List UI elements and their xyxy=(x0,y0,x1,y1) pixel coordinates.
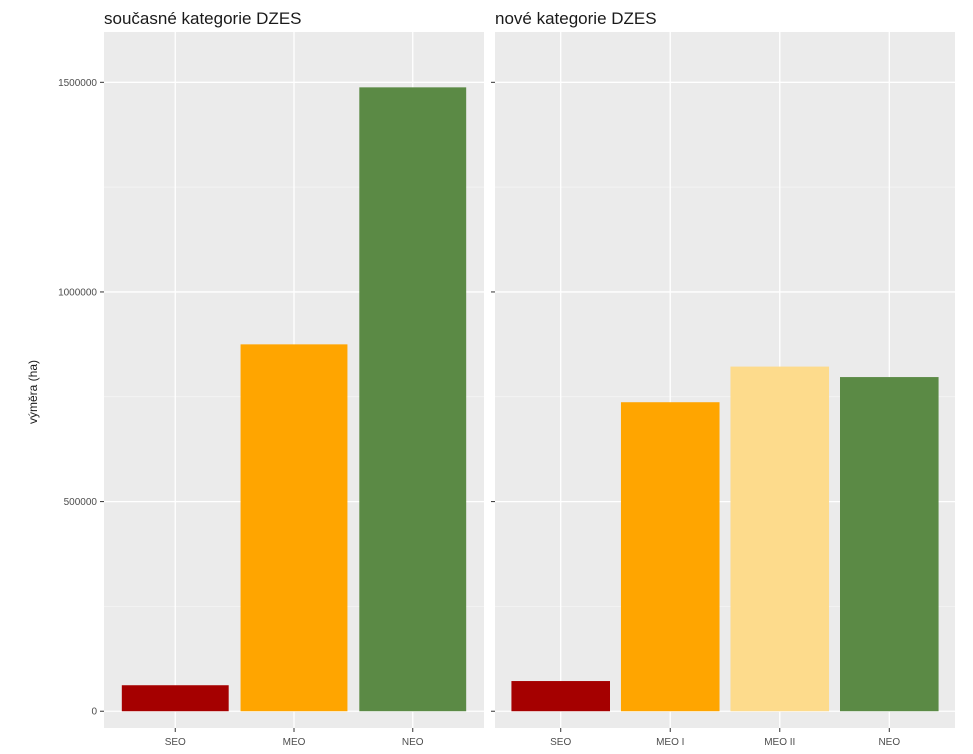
y-tick-label: 500000 xyxy=(64,497,98,508)
panels: SEO MEO NEO současné kategorie DZES 0 500000 1… xyxy=(58,9,955,748)
y-tick-label: 0 xyxy=(91,707,97,718)
x-tick-label: MEO I xyxy=(656,737,684,748)
y-axis-label: výměra (ha) xyxy=(26,360,40,424)
bar-meo-ii xyxy=(730,366,830,712)
bar-meo xyxy=(240,344,348,712)
panel-title: nové kategorie DZES xyxy=(495,9,657,28)
y-tick-label: 1500000 xyxy=(58,78,97,89)
panel-title: současné kategorie DZES xyxy=(104,9,302,28)
bar-meo-i xyxy=(620,402,720,712)
x-tick-label: MEO xyxy=(283,737,306,748)
bar-seo xyxy=(121,685,229,712)
bar-neo xyxy=(359,87,467,712)
x-tick-label: NEO xyxy=(878,737,900,748)
x-tick-label: MEO II xyxy=(764,737,795,748)
panel-1: SEO MEO NEO současné kategorie DZES 0 500000 1… xyxy=(58,9,484,748)
x-tick-label: SEO xyxy=(165,737,186,748)
panel-2: SEO MEO I MEO II NEO nové kategorie DZES xyxy=(491,9,955,748)
bar-neo xyxy=(840,377,939,712)
bar-seo xyxy=(511,681,610,712)
x-tick-label: NEO xyxy=(402,737,424,748)
y-tick-label: 1000000 xyxy=(58,287,97,298)
x-tick-label: SEO xyxy=(550,737,571,748)
